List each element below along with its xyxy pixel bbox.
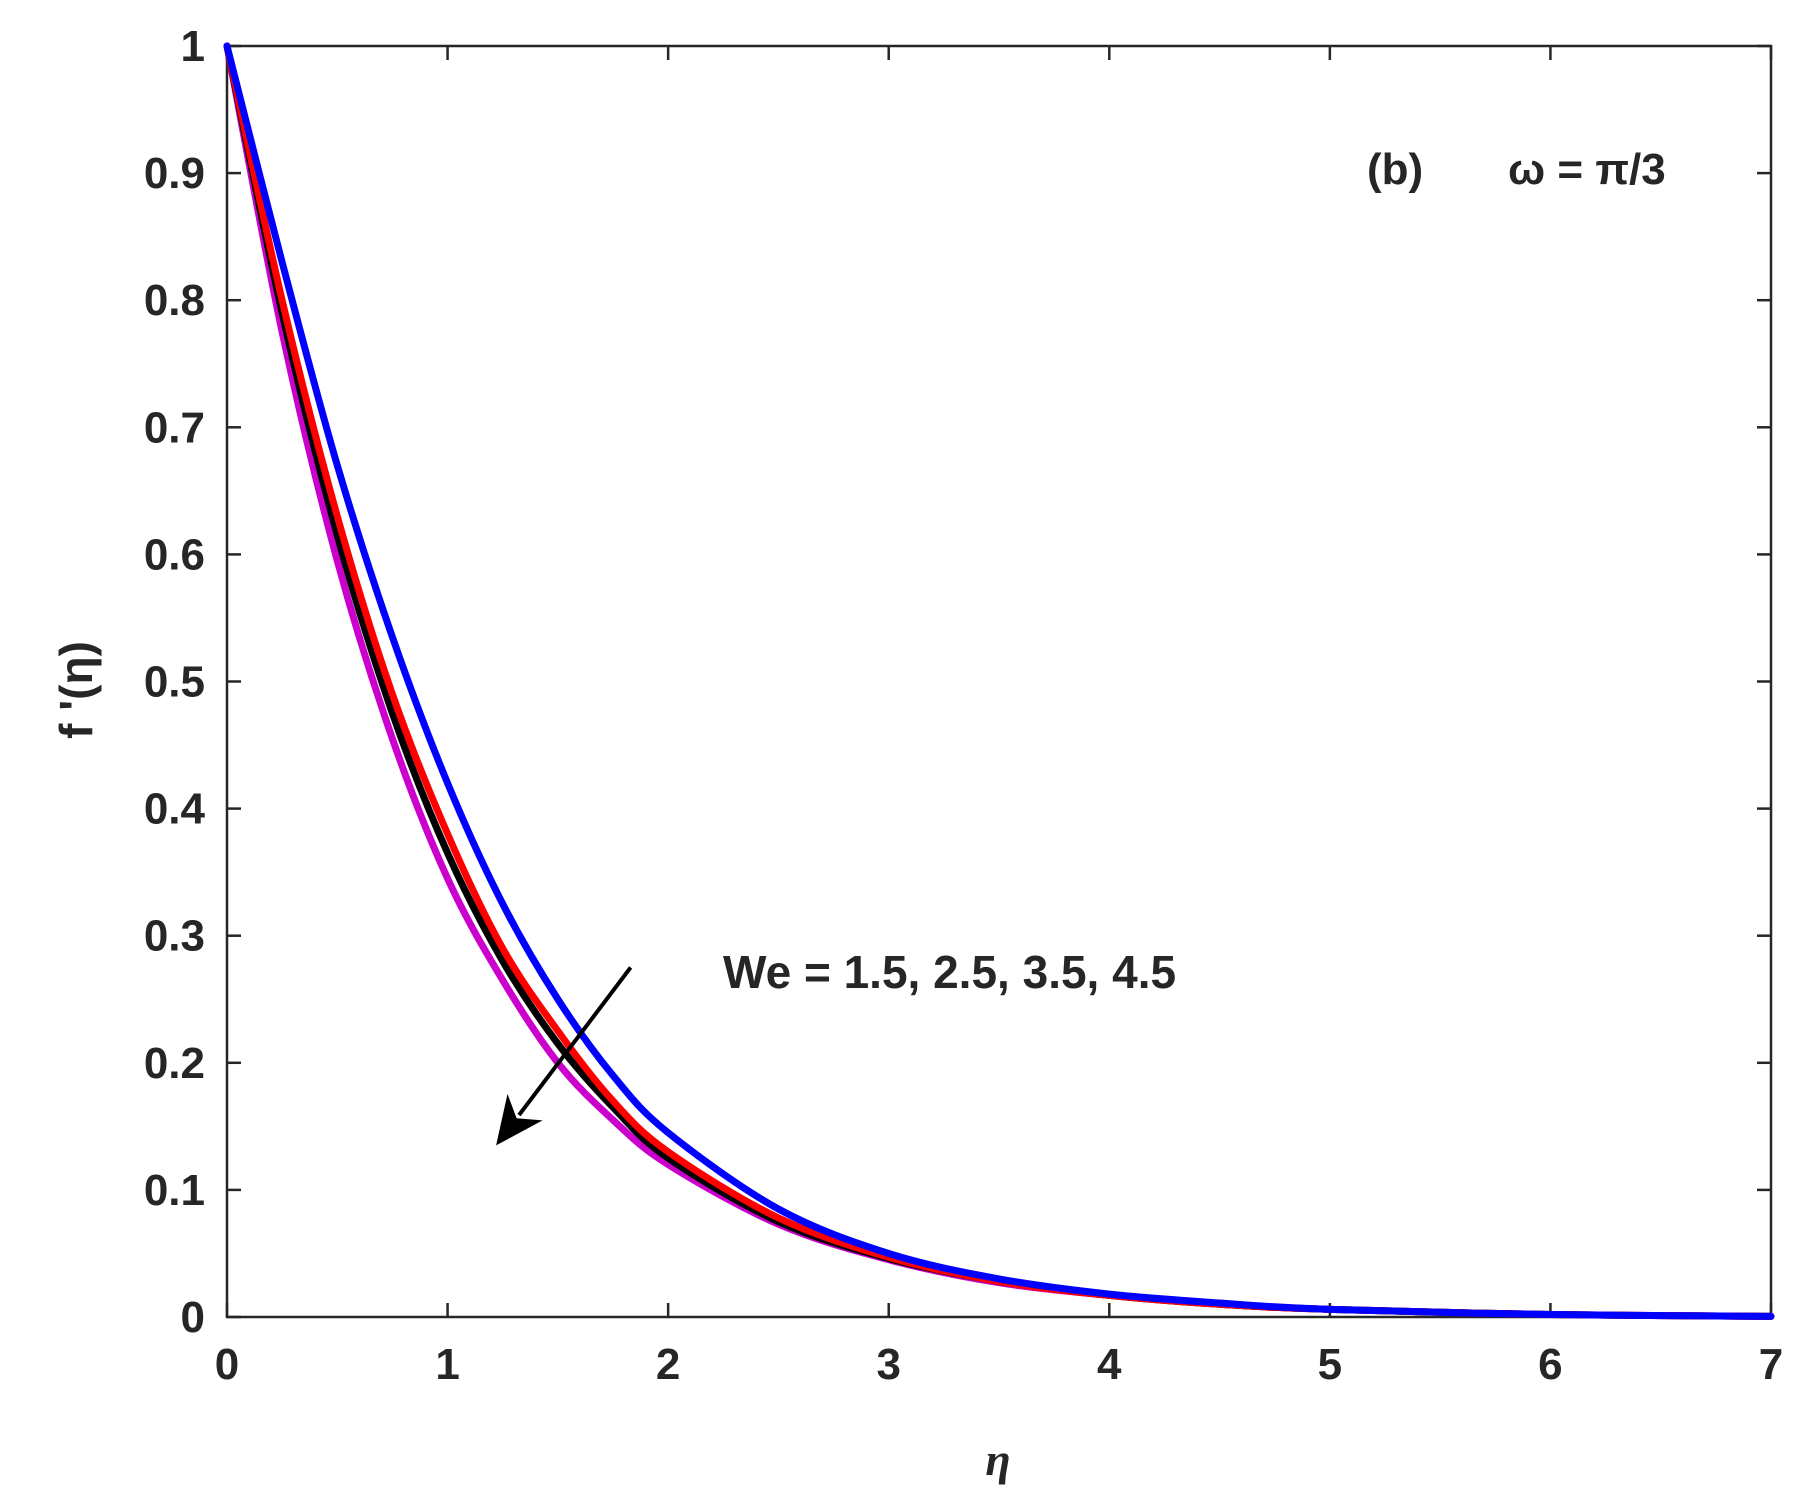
y-tick-label: 0 xyxy=(181,1293,205,1342)
y-tick-label: 0.6 xyxy=(144,530,205,579)
y-tick-label: 0.4 xyxy=(144,785,206,834)
arrow-head xyxy=(496,1093,543,1146)
arrow-shaft xyxy=(517,966,633,1117)
plot-area xyxy=(225,44,1773,1319)
y-tick-label: 0.1 xyxy=(144,1166,205,1215)
x-tick-label: 3 xyxy=(876,1340,900,1389)
series-line-0 xyxy=(223,42,1775,1320)
y-tick-label: 0.5 xyxy=(144,658,205,707)
x-tick-label: 0 xyxy=(215,1340,239,1389)
y-tick-label: 0.8 xyxy=(144,276,205,325)
x-axis: 0 1 2 3 4 5 6 7 xyxy=(215,46,1783,1389)
y-axis: 0 0.1 0.2 0.3 0.4 0.5 0.6 0.7 0.8 0.9 1 xyxy=(144,22,1771,1342)
x-axis-label: η xyxy=(985,1434,1010,1485)
parameter-label: ω = π/3 xyxy=(1508,145,1666,194)
x-tick-label: 1 xyxy=(435,1340,459,1389)
y-tick-label: 1 xyxy=(181,22,205,71)
y-axis-label: f '(η) xyxy=(50,641,102,739)
y-tick-label: 0.3 xyxy=(144,912,205,961)
x-tick-label: 5 xyxy=(1318,1340,1342,1389)
x-tick-label: 2 xyxy=(656,1340,680,1389)
x-tick-label: 6 xyxy=(1538,1340,1562,1389)
x-tick-label: 4 xyxy=(1097,1340,1122,1389)
y-tick-label: 0.7 xyxy=(144,403,205,452)
we-annotation: We = 1.5, 2.5, 3.5, 4.5 xyxy=(723,946,1176,998)
series-layer xyxy=(223,42,1775,1320)
we-arrow xyxy=(496,966,633,1146)
y-tick-label: 0.9 xyxy=(144,149,205,198)
panel-label: (b) xyxy=(1367,145,1423,194)
y-tick-label: 0.2 xyxy=(144,1039,205,1088)
x-tick-label: 7 xyxy=(1759,1340,1783,1389)
